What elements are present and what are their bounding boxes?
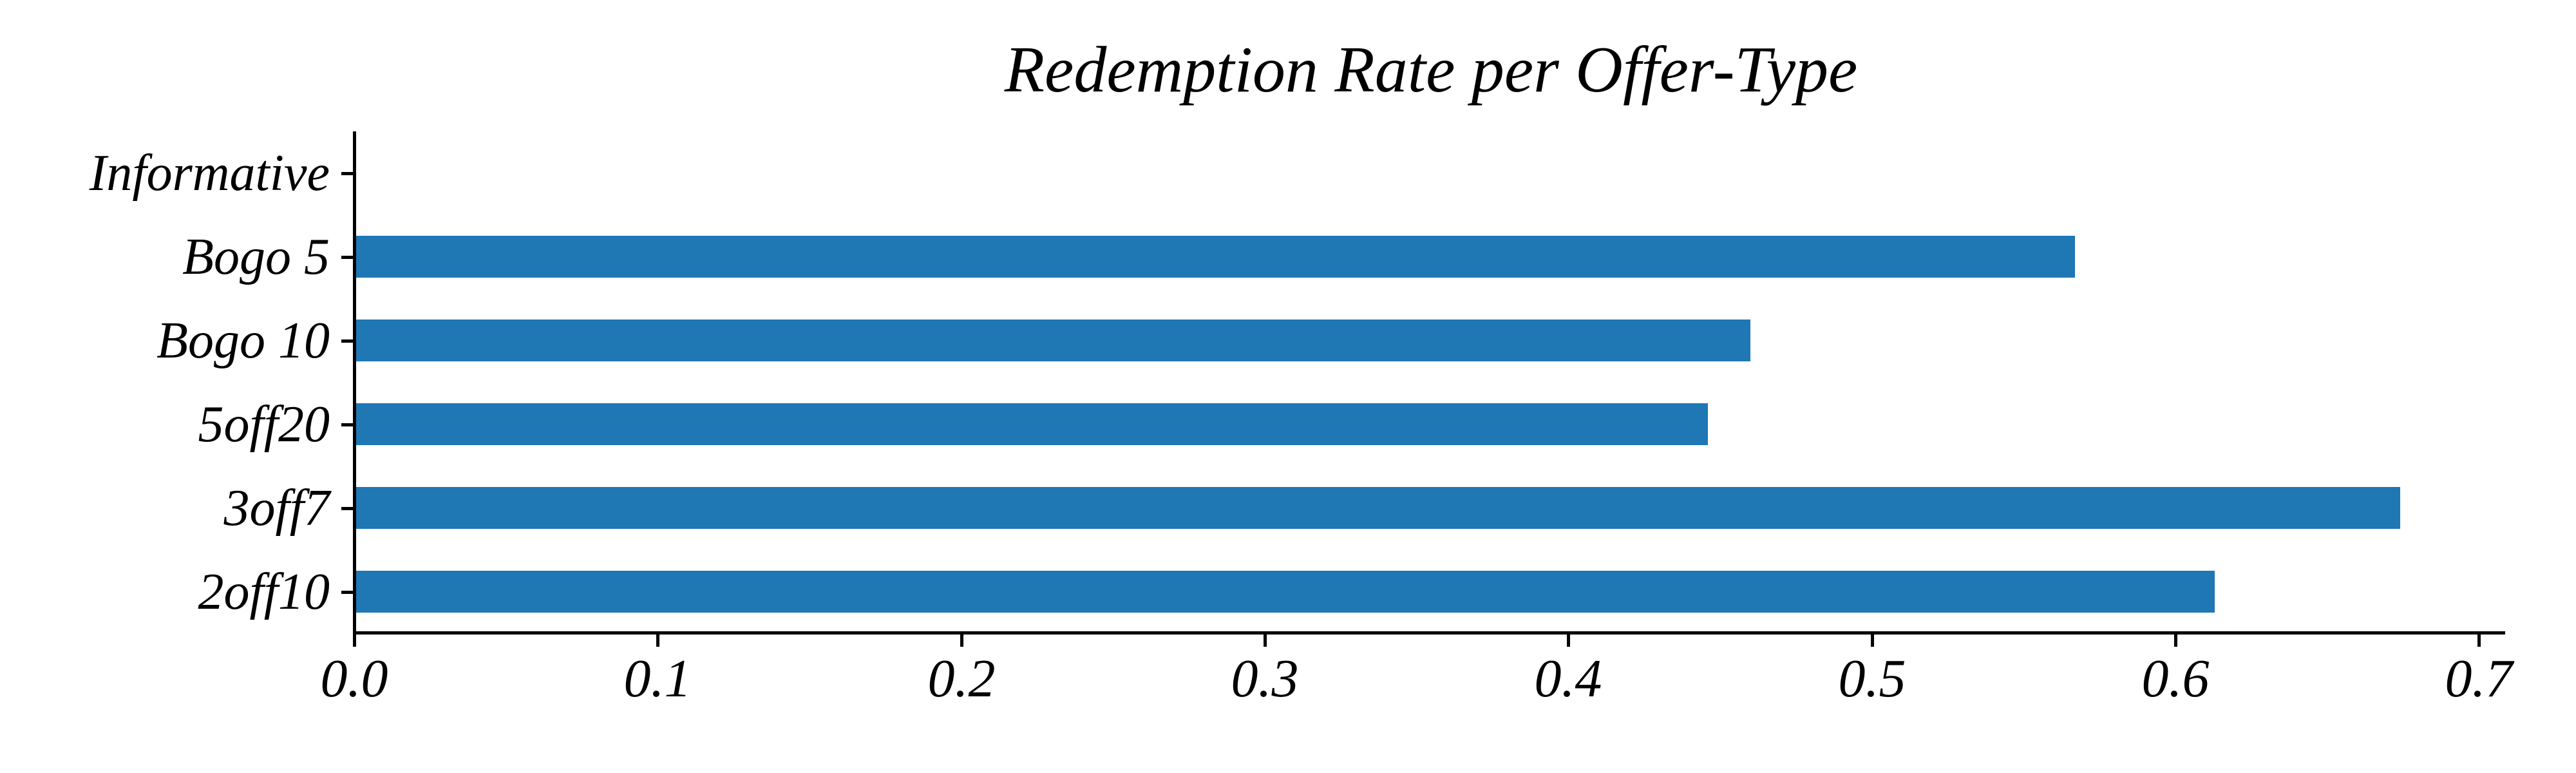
bar-5off20 <box>354 403 1708 445</box>
y-tick-label-5off20: 5off20 <box>198 396 330 453</box>
x-tick-0-1 <box>656 635 659 647</box>
y-tick-bogo-10 <box>341 339 353 343</box>
x-tick-0-0 <box>353 635 356 647</box>
x-tick-label-0-3: 0.3 <box>1231 649 1299 709</box>
x-tick-0-3 <box>1264 635 1267 647</box>
bar-bogo-5 <box>354 236 2075 278</box>
bar-3off7 <box>354 487 2400 529</box>
chart-title: Redemption Rate per Offer-Type <box>1004 33 1858 106</box>
bar-bogo-10 <box>354 320 1750 361</box>
x-tick-0-4 <box>1567 635 1570 647</box>
x-tick-0-5 <box>1871 635 1874 647</box>
y-tick-3off7 <box>341 507 353 510</box>
bar-2off10 <box>354 571 2215 613</box>
x-tick-label-0-7: 0.7 <box>2445 649 2513 709</box>
y-tick-label-informative: Informative <box>89 145 330 202</box>
x-tick-label-0-5: 0.5 <box>1838 649 1906 709</box>
x-tick-label-0-0: 0.0 <box>320 649 388 709</box>
x-tick-0-7 <box>2477 635 2481 647</box>
y-tick-5off20 <box>341 423 353 426</box>
x-tick-label-0-2: 0.2 <box>927 649 996 709</box>
x-axis-spine <box>353 631 2505 635</box>
y-axis-spine <box>353 131 356 635</box>
y-tick-label-3off7: 3off7 <box>223 480 330 537</box>
x-tick-label-0-6: 0.6 <box>2141 649 2210 709</box>
x-tick-label-0-4: 0.4 <box>1534 649 1602 709</box>
x-tick-label-0-1: 0.1 <box>623 649 692 709</box>
y-tick-label-bogo-10: Bogo 10 <box>156 312 330 369</box>
y-tick-2off10 <box>341 591 353 594</box>
y-tick-label-2off10: 2off10 <box>198 564 330 620</box>
y-tick-informative <box>341 172 353 175</box>
x-tick-0-2 <box>960 635 963 647</box>
x-tick-0-6 <box>2174 635 2177 647</box>
y-tick-bogo-5 <box>341 256 353 259</box>
y-tick-label-bogo-5: Bogo 5 <box>182 229 330 285</box>
